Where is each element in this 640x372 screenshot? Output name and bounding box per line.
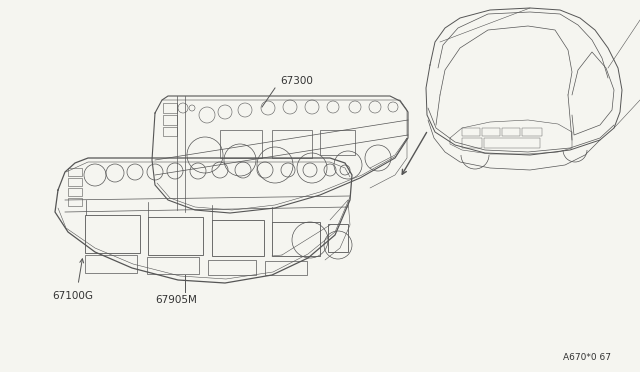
Bar — [484, 138, 540, 148]
Bar — [163, 115, 177, 125]
Bar — [220, 130, 262, 158]
Bar — [68, 198, 82, 206]
Text: 67100G: 67100G — [52, 291, 93, 301]
Bar — [482, 128, 500, 136]
Bar — [212, 220, 264, 256]
Bar — [85, 215, 140, 253]
Bar — [208, 260, 256, 275]
Bar — [148, 217, 203, 255]
Bar — [68, 168, 82, 176]
Bar — [85, 255, 137, 273]
Bar — [328, 224, 348, 252]
Bar — [265, 261, 307, 275]
Bar — [68, 178, 82, 186]
Bar — [68, 188, 82, 196]
Bar — [462, 128, 480, 136]
Bar — [163, 103, 177, 113]
Bar — [272, 130, 312, 158]
Text: A670*0 67: A670*0 67 — [563, 353, 611, 362]
Bar — [320, 130, 355, 155]
Bar — [522, 128, 542, 136]
Text: 67300: 67300 — [280, 76, 313, 86]
Bar — [462, 138, 482, 148]
Bar — [163, 127, 177, 136]
Bar — [502, 128, 520, 136]
Bar — [147, 257, 199, 274]
Bar — [272, 222, 320, 256]
Text: 67905M: 67905M — [155, 295, 197, 305]
